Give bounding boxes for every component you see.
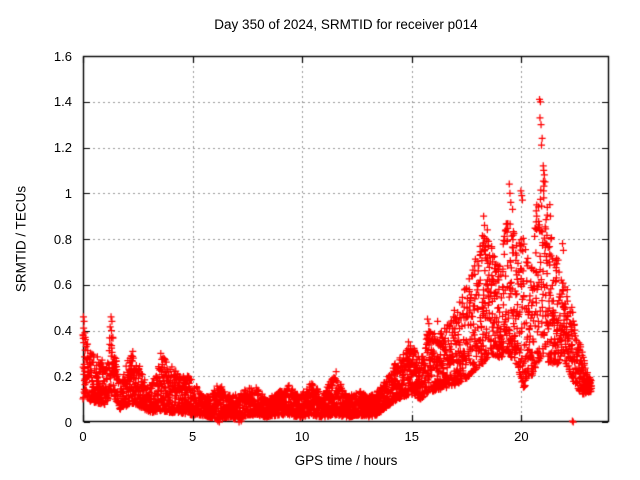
- y-tick-label: 0.6: [53, 277, 72, 293]
- x-tick-label: 0: [79, 429, 87, 444]
- x-tick-label: 20: [514, 429, 529, 444]
- y-tick-label: 1.4: [53, 94, 72, 110]
- y-tick-label: 0.8: [53, 231, 72, 247]
- x-tick-label: 10: [294, 429, 310, 444]
- y-tick-label: 1: [64, 185, 72, 201]
- y-tick-label: 1.6: [53, 48, 72, 64]
- y-tick-label: 0.4: [53, 323, 72, 338]
- y-tick-label: 1.2: [53, 140, 72, 155]
- y-tick-label: 0: [64, 414, 72, 430]
- x-axis-label: GPS time / hours: [294, 453, 398, 468]
- y-tick-label: 0.2: [53, 368, 72, 384]
- x-tick-label: 5: [188, 429, 197, 444]
- x-tick-label: 15: [404, 429, 419, 444]
- chart-title: Day 350 of 2024, SRMTID for receiver p01…: [214, 17, 478, 32]
